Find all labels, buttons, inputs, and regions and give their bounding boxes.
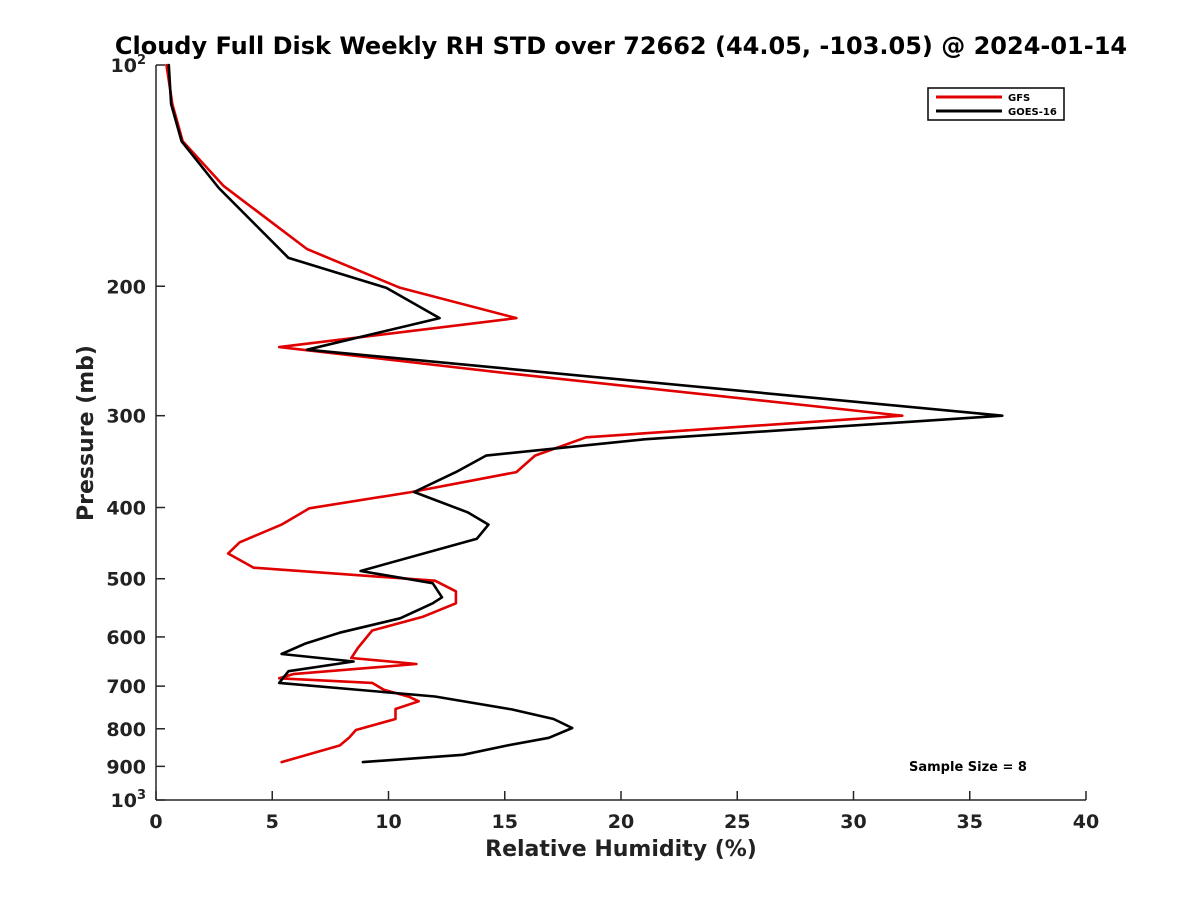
y-axis-title: Pressure (mb) bbox=[74, 345, 99, 521]
x-tick-label: 10 bbox=[375, 811, 401, 833]
series-line-gfs bbox=[165, 63, 904, 764]
x-tick-label: 0 bbox=[149, 811, 162, 833]
y-tick-label: 103 bbox=[111, 788, 147, 812]
sample-size-annotation: Sample Size = 8 bbox=[909, 760, 1027, 775]
x-tick-label: 20 bbox=[608, 811, 634, 833]
x-tick-label: 40 bbox=[1073, 811, 1099, 833]
x-axis: 0 5 10 15 20 25 30 35 40 bbox=[149, 791, 1099, 833]
y-tick-label: 200 bbox=[106, 276, 146, 298]
y-tick-label: 800 bbox=[106, 719, 146, 741]
x-tick-label: 15 bbox=[492, 811, 518, 833]
y-tick-label: 102 bbox=[111, 53, 147, 77]
plot-area bbox=[165, 63, 1004, 764]
y-tick-label: 700 bbox=[106, 676, 146, 698]
x-tick-label: 5 bbox=[266, 811, 279, 833]
legend: GFS GOES-16 bbox=[927, 87, 1065, 121]
x-axis-title: Relative Humidity (%) bbox=[485, 837, 757, 862]
x-tick-label: 35 bbox=[957, 811, 983, 833]
legend-box bbox=[927, 87, 1065, 121]
legend-label-goes16: GOES-16 bbox=[1008, 107, 1057, 118]
x-tick-label: 30 bbox=[840, 811, 866, 833]
legend-label-gfs: GFS bbox=[1008, 93, 1030, 104]
y-tick-label: 900 bbox=[106, 756, 146, 778]
y-tick-label: 500 bbox=[106, 569, 146, 591]
series-line-goes16 bbox=[167, 63, 1004, 764]
y-axis: 102 200 300 400 500 600 700 800 900 103 bbox=[106, 53, 165, 812]
y-tick-label: 400 bbox=[106, 498, 146, 520]
x-tick-label: 25 bbox=[724, 811, 750, 833]
y-tick-label: 300 bbox=[106, 406, 146, 428]
chart-title: Cloudy Full Disk Weekly RH STD over 7266… bbox=[115, 32, 1127, 60]
y-tick-label: 600 bbox=[106, 627, 146, 649]
